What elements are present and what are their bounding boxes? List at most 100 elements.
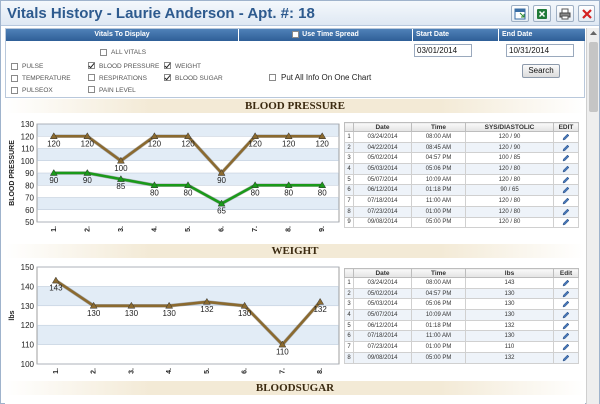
edit-pencil-icon[interactable]	[562, 343, 570, 351]
data-point[interactable]	[217, 169, 226, 176]
data-point[interactable]	[150, 132, 159, 139]
edit-pencil-icon[interactable]	[562, 218, 570, 226]
vertical-scrollbar[interactable]	[586, 28, 599, 404]
time-spread-label: Use Time Spread	[302, 31, 359, 38]
data-point[interactable]	[150, 181, 159, 188]
data-point[interactable]	[318, 132, 327, 139]
edit-cell[interactable]	[553, 131, 579, 143]
data-point[interactable]	[49, 169, 58, 176]
edit-pencil-icon[interactable]	[562, 154, 570, 162]
table-cell: 07/23/2014	[353, 341, 412, 353]
print-button[interactable]	[556, 5, 574, 22]
new-window-button[interactable]	[511, 5, 529, 22]
data-point[interactable]	[51, 276, 60, 284]
end-date-header: End Date	[499, 29, 585, 41]
edit-pencil-icon[interactable]	[562, 176, 570, 184]
table-cell: 5	[344, 319, 354, 332]
data-point[interactable]	[116, 175, 125, 182]
table-cell: 07/18/2014	[353, 195, 412, 207]
data-point[interactable]	[240, 301, 249, 309]
options-panel: Vitals To Display Use Time Spread Start …	[5, 28, 585, 98]
data-point[interactable]	[251, 181, 260, 188]
edit-cell[interactable]	[553, 195, 579, 207]
x-tick-label: 2.	[84, 226, 91, 232]
edit-cell[interactable]	[553, 330, 579, 343]
edit-pencil-icon[interactable]	[562, 208, 570, 216]
edit-pencil-icon[interactable]	[562, 279, 570, 287]
edit-pencil-icon[interactable]	[562, 311, 570, 319]
edit-cell[interactable]	[553, 287, 579, 300]
table-row: 6 06/12/2014 01:18 PM 90 / 65	[344, 184, 579, 197]
scroll-up-icon[interactable]	[588, 28, 599, 39]
edit-cell[interactable]	[553, 205, 579, 218]
put-all-checkbox[interactable]	[269, 74, 276, 81]
blood-sugar-checkbox[interactable]	[164, 74, 171, 81]
search-button[interactable]: Search	[522, 64, 560, 78]
data-point[interactable]	[83, 169, 92, 176]
respirations-checkbox[interactable]	[88, 74, 95, 81]
data-point[interactable]	[184, 132, 192, 139]
data-point[interactable]	[284, 181, 293, 188]
edit-pencil-icon[interactable]	[562, 290, 570, 298]
edit-cell[interactable]	[553, 298, 579, 311]
edit-pencil-icon[interactable]	[562, 354, 570, 362]
data-point[interactable]	[83, 132, 92, 139]
bp-table-header: Date Time SYS/DIASTOLIC EDIT	[344, 122, 579, 132]
data-point[interactable]	[116, 156, 125, 164]
table-cell: 120 / 80	[465, 173, 554, 186]
data-point[interactable]	[184, 181, 192, 188]
start-date-input[interactable]: 03/01/2014	[414, 44, 472, 57]
edit-cell[interactable]	[553, 184, 579, 197]
edit-pencil-icon[interactable]	[562, 165, 570, 173]
edit-cell[interactable]	[553, 173, 579, 186]
table-cell: 7	[344, 341, 354, 353]
scroll-thumb[interactable]	[589, 42, 598, 112]
data-label: 80	[251, 188, 260, 197]
data-label: 120	[181, 139, 195, 148]
edit-cell[interactable]	[553, 152, 579, 165]
pain-level-checkbox[interactable]	[88, 86, 95, 93]
data-point[interactable]	[127, 301, 136, 309]
table-cell: 143	[465, 277, 554, 289]
edit-cell[interactable]	[553, 309, 579, 321]
x-tick-label: 2.	[91, 368, 98, 374]
series-line	[55, 279, 322, 347]
data-point[interactable]	[217, 199, 226, 207]
data-point[interactable]	[165, 301, 174, 309]
pulseox-checkbox[interactable]	[11, 87, 18, 94]
edit-cell[interactable]	[553, 277, 579, 289]
data-point[interactable]	[318, 181, 327, 188]
edit-cell[interactable]	[553, 319, 579, 332]
edit-pencil-icon[interactable]	[562, 144, 570, 152]
data-point[interactable]	[89, 301, 98, 309]
edit-cell[interactable]	[553, 216, 579, 229]
edit-pencil-icon[interactable]	[562, 322, 570, 330]
excel-export-button[interactable]	[533, 5, 551, 22]
edit-pencil-icon[interactable]	[562, 186, 570, 194]
weight-checkbox[interactable]	[164, 62, 171, 69]
edit-pencil-icon[interactable]	[562, 133, 570, 141]
data-point[interactable]	[284, 132, 293, 139]
weight-column-header: Time	[411, 268, 466, 278]
table-cell: 05/02/2014	[353, 152, 412, 165]
edit-cell[interactable]	[553, 163, 579, 175]
edit-pencil-icon[interactable]	[562, 300, 570, 308]
edit-pencil-icon[interactable]	[562, 197, 570, 205]
close-button[interactable]	[578, 5, 595, 22]
data-point[interactable]	[316, 297, 325, 305]
all-vitals-checkbox[interactable]	[100, 49, 107, 56]
temperature-checkbox[interactable]	[11, 75, 18, 82]
edit-cell[interactable]	[553, 341, 579, 353]
edit-cell[interactable]	[553, 141, 579, 154]
data-point[interactable]	[251, 132, 260, 139]
pulse-checkbox[interactable]	[11, 63, 18, 70]
data-point[interactable]	[278, 340, 287, 348]
end-date-input[interactable]: 10/31/2014	[506, 44, 574, 57]
data-point[interactable]	[49, 132, 58, 139]
edit-pencil-icon[interactable]	[562, 332, 570, 340]
time-spread-checkbox[interactable]	[292, 30, 300, 38]
data-point[interactable]	[202, 297, 211, 305]
edit-cell[interactable]	[553, 351, 579, 364]
data-label: 80	[318, 188, 327, 197]
blood-pressure-checkbox[interactable]	[88, 62, 95, 69]
